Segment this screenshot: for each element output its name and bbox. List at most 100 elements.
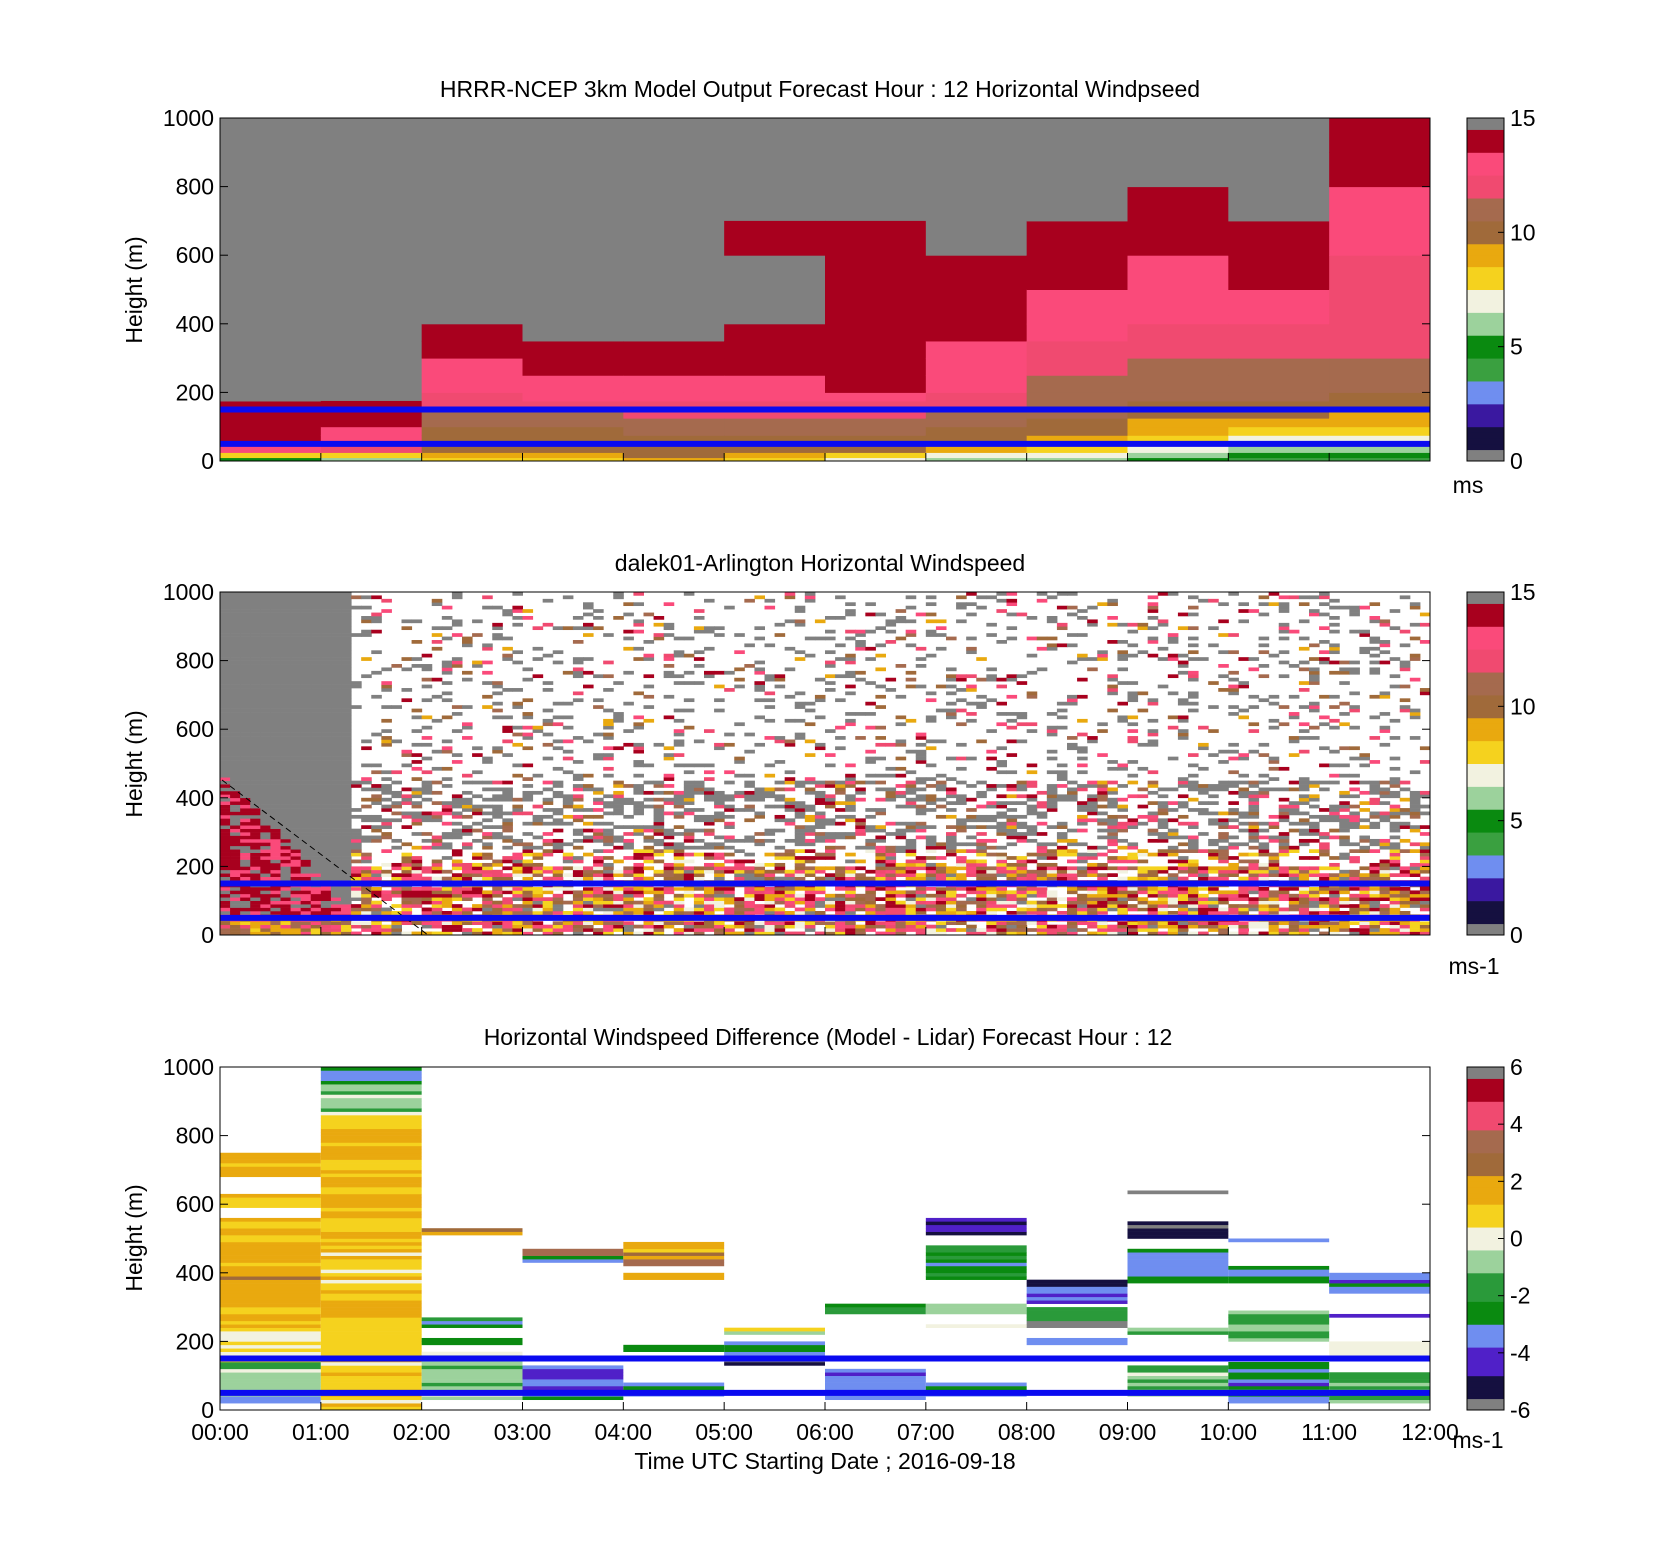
lidar-cell [330,797,342,802]
colorbar-swatch [1467,198,1504,205]
lidar-cell [1046,876,1058,881]
lidar-cell [1097,921,1108,926]
lidar-cell [462,636,473,641]
lidar-cell [260,790,271,795]
lidar-cell [300,698,312,703]
lidar-cell [351,842,362,847]
lidar-cell [1036,900,1048,905]
lidar-cell [220,715,231,720]
lidar-cell [814,897,826,901]
lidar-cell [240,746,251,751]
lidar-cell [976,907,987,912]
lidar-cell [825,821,836,826]
lidar-cell [512,921,523,926]
lidar-cell [1087,900,1098,905]
lidar-cell [925,893,937,898]
lidar-cell [623,838,634,843]
lidar-cell [220,876,231,881]
lidar-cell [250,609,261,613]
lidar-cell [845,924,856,929]
lidar-cell [1067,900,1078,905]
lidar-cell [603,832,614,836]
lidar-cell [643,910,655,915]
lidar-cell [946,708,957,713]
lidar-cell [330,852,342,857]
colorbar-tick-label: 15 [1510,105,1536,131]
lidar-cell [855,633,866,637]
lidar-cell [290,657,302,661]
lidar-cell [613,838,624,843]
lidar-cell [1016,907,1028,912]
lidar-cell [1097,852,1108,857]
lidar-cell [885,876,897,881]
lidar-cell [230,660,241,665]
lidar-cell [1167,910,1179,915]
lidar-cell [946,849,957,853]
lidar-cell [320,602,332,607]
lidar-cell [280,712,292,716]
lidar-cell [290,835,302,840]
model-cell [522,418,624,428]
lidar-cell [613,904,624,908]
lidar-cell [441,801,453,805]
lidar-cell [230,609,241,613]
lidar-cell [361,657,372,661]
lidar-cell [895,773,907,778]
lidar-cell [603,804,614,809]
lidar-cell [825,753,836,757]
colorbar-swatch [1467,289,1504,296]
lidar-cell [401,753,413,757]
lidar-cell [330,729,342,733]
lidar-cell [290,904,302,908]
lidar-cell [1137,873,1149,877]
lidar-cell [1036,842,1048,847]
lidar-cell [230,849,241,853]
lidar-cell [472,794,483,799]
lidar-cell [290,646,302,651]
model-cell [925,340,1028,359]
lidar-cell [583,904,594,908]
lidar-cell [220,787,231,792]
lidar-cell [300,890,312,895]
lidar-cell [1167,592,1179,596]
lidar-cell [270,677,281,682]
colorbar-swatch [1467,192,1504,199]
lidar-cell [845,801,856,805]
lidar-cell [1097,653,1108,658]
lidar-cell [925,801,937,805]
lidar-cell [784,849,796,853]
lidar-cell [814,852,826,857]
lidar-cell [381,873,392,877]
model-cell [1228,358,1330,376]
lidar-cell [825,904,836,908]
lidar-cell [351,605,362,610]
lidar-cell [693,808,705,812]
lidar-cell [572,691,584,696]
lidar-cell [290,592,302,596]
lidar-cell [825,674,836,679]
lidar-cell [421,832,433,836]
lidar-cell [451,753,463,757]
lidar-cell [512,609,523,613]
lidar-cell [1097,804,1108,809]
lidar-cell [1067,592,1078,596]
lidar-cell [683,698,695,703]
lidar-cell [774,866,786,871]
lidar-cell [1006,900,1018,905]
lidar-cell [351,921,362,926]
lidar-cell [522,924,534,929]
lidar-cell [300,825,312,829]
lidar-cell [633,801,644,805]
lidar-cell [1077,677,1088,682]
lidar-cell [532,845,544,850]
lidar-cell [320,629,332,634]
lidar-cell [865,725,876,730]
lidar-cell [774,684,786,689]
lidar-cell [714,845,725,850]
lidar-cell [451,814,463,819]
lidar-cell [683,890,695,895]
lidar-cell [1056,821,1068,826]
lidar-cell [855,780,866,785]
lidar-cell [462,866,473,871]
lidar-cell [845,808,856,812]
